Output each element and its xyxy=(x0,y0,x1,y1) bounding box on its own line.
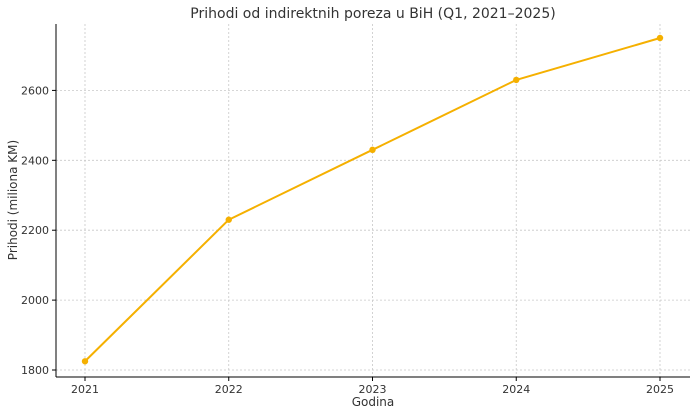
x-tick-label: 2025 xyxy=(646,383,674,396)
data-point xyxy=(656,34,664,42)
y-tick-label: 2400 xyxy=(21,154,49,167)
y-tick-label: 1800 xyxy=(21,364,49,377)
series-layer xyxy=(81,34,664,365)
grid xyxy=(56,24,690,377)
y-tick-label: 2200 xyxy=(21,224,49,237)
x-tick-label: 2024 xyxy=(502,383,530,396)
y-tick-label: 2000 xyxy=(21,294,49,307)
data-point xyxy=(225,216,232,223)
x-tick-label: 2023 xyxy=(359,383,387,396)
x-tick-label: 2022 xyxy=(215,383,243,396)
x-axis-label: Godina xyxy=(352,395,395,409)
data-point xyxy=(81,358,89,365)
y-tick-label: 2600 xyxy=(21,84,49,97)
y-axis-label: Prihodi (miliona KM) xyxy=(6,140,20,260)
chart-title: Prihodi od indirektnih poreza u BiH (Q1,… xyxy=(190,6,555,22)
data-point xyxy=(369,146,376,154)
axes: 2021 2022 2023 2024 2025 1800 2000 2200 2400 2600 xyxy=(21,24,690,396)
data-point xyxy=(513,76,520,84)
x-tick-label: 2021 xyxy=(71,383,99,396)
